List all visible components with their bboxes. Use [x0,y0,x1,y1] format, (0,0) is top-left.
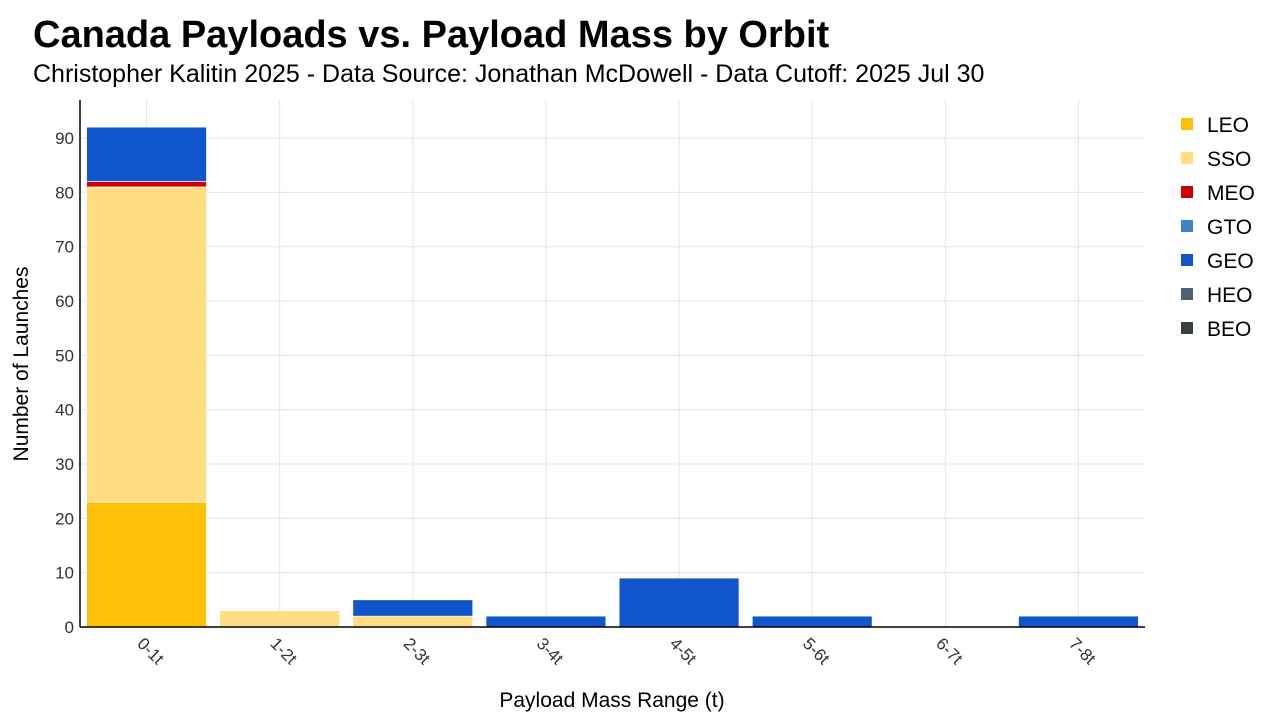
bar-segment-leo-0-1t[interactable] [86,501,207,628]
bar-segment-meo-0-1t[interactable] [86,181,207,188]
y-tick-label: 40 [55,401,74,420]
legend-label: HEO [1207,284,1253,307]
legend-label: SSO [1207,148,1251,171]
bar-segment-sso-2-3t[interactable] [352,615,474,628]
bar-segment-geo-7-8t[interactable] [1018,615,1139,628]
chart-subtitle: Christopher Kalitin 2025 - Data Source: … [33,60,985,88]
x-tick-label: 6-7t [932,634,966,668]
bar-segment-geo-2-3t[interactable] [352,599,474,617]
x-tick-label: 5-6t [799,634,833,668]
legend-label: GEO [1207,250,1254,273]
bar-segment-sso-1-2t[interactable] [219,610,340,628]
legend: LEO SSO MEO GTO GEO HEO BEO [1181,114,1255,341]
legend-swatch [1181,322,1193,334]
legend-swatch [1181,186,1193,198]
gridlines [80,100,1145,627]
y-tick-label: 80 [55,183,74,202]
y-tick-label: 20 [55,509,74,528]
legend-swatch [1181,254,1193,266]
legend-swatch [1181,288,1193,300]
y-tick-label: 70 [55,238,74,257]
bar-segment-sso-0-1t[interactable] [86,186,207,503]
y-tick-label: 30 [55,455,74,474]
legend-swatch [1181,220,1193,232]
bar-segment-geo-3-4t[interactable] [485,615,607,628]
y-tick-label: 90 [55,129,74,148]
legend-item-gto[interactable]: GTO [1181,216,1252,239]
legend-label: BEO [1207,318,1251,341]
x-tick-labels: 0-1t 1-2t 2-3t 3-4t 4-5t 5-6t 6-7t 7-8t [133,634,1099,668]
axes [79,100,1145,628]
bar-segment-geo-4-5t[interactable] [618,577,740,628]
chart-title: Canada Payloads vs. Payload Mass by Orbi… [33,14,830,56]
legend-label: GTO [1207,216,1252,239]
y-tick-label: 50 [55,346,74,365]
y-axis-label: Number of Launches [10,267,33,462]
y-tick-label: 60 [55,292,74,311]
legend-label: LEO [1207,114,1249,137]
y-tick-label: 0 [65,618,74,637]
y-tick-label: 10 [55,564,74,583]
legend-swatch [1181,118,1193,130]
x-axis-label: Payload Mass Range (t) [499,689,724,712]
y-tick-labels: 0 10 20 30 40 50 60 70 80 90 [55,129,74,637]
legend-label: MEO [1207,182,1255,205]
legend-item-geo[interactable]: GEO [1181,250,1254,273]
legend-item-meo[interactable]: MEO [1181,182,1255,205]
legend-swatch [1181,152,1193,164]
bars [86,126,1139,628]
x-tick-label: 0-1t [133,634,167,668]
bar-segment-geo-0-1t[interactable] [86,126,207,182]
x-tick-label: 7-8t [1065,634,1099,668]
x-tick-label: 3-4t [533,634,567,668]
legend-item-sso[interactable]: SSO [1181,148,1251,171]
legend-item-leo[interactable]: LEO [1181,114,1249,137]
x-tick-label: 4-5t [666,634,700,668]
legend-item-beo[interactable]: BEO [1181,318,1251,341]
x-tick-label: 1-2t [267,634,301,668]
legend-item-heo[interactable]: HEO [1181,284,1253,307]
bar-segment-geo-5-6t[interactable] [751,615,873,628]
x-tick-label: 2-3t [400,634,434,668]
